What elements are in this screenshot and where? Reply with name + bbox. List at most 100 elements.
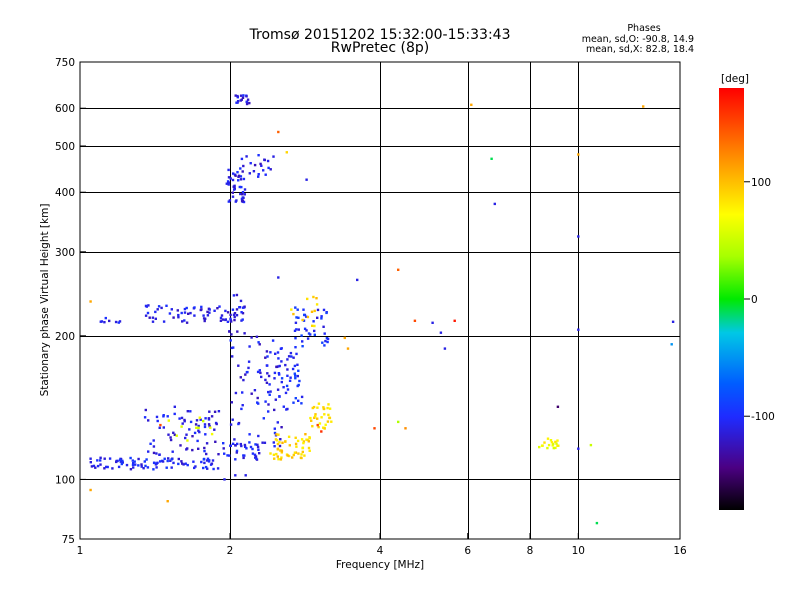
data-point [311, 425, 314, 428]
data-point [203, 423, 207, 426]
data-point [158, 426, 161, 429]
data-point [181, 462, 184, 465]
data-point [297, 316, 300, 319]
data-point [253, 163, 257, 167]
data-point [322, 325, 325, 328]
data-point [249, 445, 253, 449]
data-point [309, 416, 312, 420]
data-point [241, 191, 245, 194]
data-point [313, 324, 316, 328]
data-point [322, 407, 326, 410]
data-point [195, 426, 198, 429]
data-point [301, 345, 304, 348]
data-point [221, 318, 225, 321]
data-point [280, 426, 283, 429]
data-point [275, 433, 278, 436]
data-point [204, 433, 207, 436]
data-point [291, 456, 294, 459]
data-point [231, 418, 234, 421]
data-point [223, 452, 226, 455]
colorbar-label: [deg] [721, 73, 749, 85]
data-point [239, 299, 243, 303]
data-point [577, 235, 580, 238]
data-point [276, 421, 279, 424]
data-point [330, 420, 333, 423]
data-point [272, 441, 275, 444]
data-point [245, 95, 248, 98]
data-point [297, 369, 300, 372]
data-point [239, 442, 242, 446]
data-point [301, 446, 304, 450]
data-point [267, 166, 270, 170]
data-point [156, 419, 159, 423]
chart-subtitle: RwPretec (8p) [331, 40, 429, 56]
data-point [292, 356, 295, 359]
data-point [119, 460, 122, 463]
data-point [228, 330, 231, 333]
plot-points [89, 94, 675, 525]
data-point [273, 427, 276, 430]
data-point [162, 320, 166, 323]
data-point [170, 458, 173, 461]
data-point [269, 351, 272, 354]
data-point [251, 452, 255, 455]
data-point [286, 374, 289, 377]
data-point [186, 463, 189, 467]
data-point [140, 463, 143, 466]
data-point [167, 457, 170, 460]
data-point [160, 306, 163, 310]
data-point [208, 410, 211, 413]
data-point [235, 314, 239, 317]
data-point [247, 360, 251, 363]
data-point [232, 313, 236, 316]
data-point [213, 309, 216, 312]
data-point [208, 425, 211, 428]
x-tick-label: 1 [77, 545, 84, 557]
data-point [290, 355, 293, 358]
data-point [257, 154, 260, 157]
data-point [266, 364, 269, 367]
data-point [313, 333, 316, 336]
data-point [186, 447, 189, 450]
data-point [295, 445, 298, 448]
data-point [305, 178, 308, 181]
data-point [293, 329, 297, 332]
data-point [202, 466, 205, 470]
data-point [183, 418, 186, 422]
data-point [272, 155, 275, 158]
data-point [577, 328, 580, 331]
data-point [277, 433, 280, 436]
data-point [286, 388, 290, 391]
data-point [132, 462, 135, 465]
data-point [310, 310, 314, 313]
data-point [239, 192, 242, 196]
data-point [255, 457, 258, 460]
data-point [205, 442, 209, 445]
data-point [256, 396, 259, 400]
data-point [228, 454, 231, 457]
data-point [264, 173, 267, 176]
data-point [145, 458, 148, 461]
data-point [206, 457, 210, 460]
data-point [266, 159, 270, 163]
data-point [196, 439, 199, 443]
data-point [555, 442, 558, 445]
data-point [147, 419, 150, 422]
data-point [229, 339, 232, 342]
data-point [237, 175, 240, 178]
data-point [180, 311, 183, 315]
data-point [305, 438, 308, 441]
data-point [236, 442, 239, 446]
data-point [152, 445, 156, 448]
data-point [302, 308, 305, 311]
data-point [540, 444, 544, 447]
colorbar-tick-label: -100 [751, 411, 775, 423]
data-point [296, 374, 299, 378]
data-point [267, 403, 270, 406]
data-point [171, 450, 174, 453]
data-point [328, 407, 332, 410]
data-point [177, 316, 180, 319]
data-point [312, 320, 315, 323]
data-point [300, 334, 303, 337]
data-point [186, 439, 189, 442]
